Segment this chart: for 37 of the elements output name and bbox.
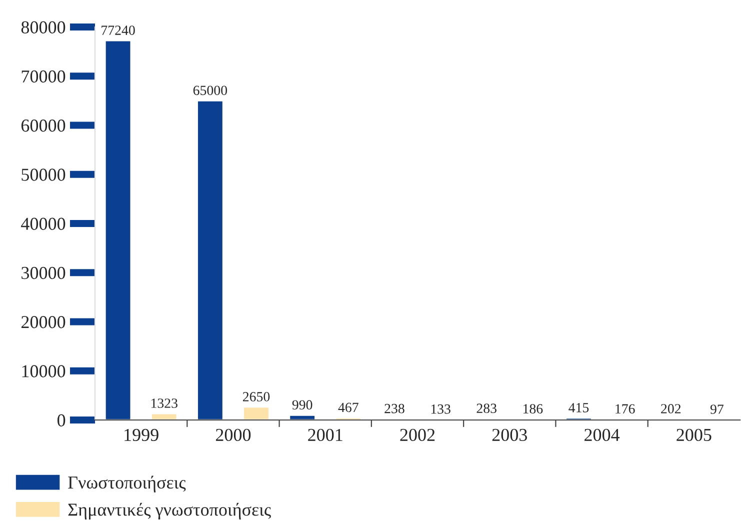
y-tick-label: 80000 xyxy=(21,21,66,34)
data-label: 2650 xyxy=(242,392,270,402)
data-label: 467 xyxy=(338,402,358,412)
bar xyxy=(104,40,132,420)
y-tick-label: 60000 xyxy=(21,120,66,132)
bar xyxy=(288,414,316,420)
y-tick-label: 10000 xyxy=(22,365,66,378)
y-tick-label: 40000 xyxy=(21,218,66,230)
bar xyxy=(196,100,224,420)
data-label: 238 xyxy=(384,404,404,414)
data-label: 176 xyxy=(616,404,635,414)
data-label: 283 xyxy=(476,404,496,414)
y-tick-label: 50000 xyxy=(22,168,66,181)
x-tick-label: 1999 xyxy=(124,428,158,442)
x-tick-label: 2004 xyxy=(584,428,620,442)
y-tick-label: 70000 xyxy=(22,70,66,83)
data-label: 186 xyxy=(523,404,543,414)
y-tick-label: 20000 xyxy=(21,316,66,328)
data-label: 97 xyxy=(710,404,724,414)
x-tick-label: 2000 xyxy=(216,428,251,442)
data-label: 133 xyxy=(431,404,450,414)
y-tick-label: 30000 xyxy=(22,266,66,280)
x-tick-label: 2003 xyxy=(492,428,527,442)
data-label: 990 xyxy=(292,400,312,410)
data-label: 77240 xyxy=(102,26,135,35)
bar xyxy=(242,406,270,420)
data-label: 1323 xyxy=(151,398,178,408)
x-tick-label: 2001 xyxy=(308,428,342,442)
legend-label: Γνωστοποιήσεις xyxy=(68,476,186,492)
data-label: 65000 xyxy=(193,86,228,96)
data-label: 415 xyxy=(568,403,589,412)
x-tick-label: 2002 xyxy=(400,428,435,442)
legend-label: Σημαντικές γνωστοποιήσεις xyxy=(68,502,271,520)
data-label: 202 xyxy=(661,404,681,414)
x-tick-label: 2005 xyxy=(676,428,712,442)
bar xyxy=(150,412,178,420)
y-tick-label: 0 xyxy=(57,414,66,426)
